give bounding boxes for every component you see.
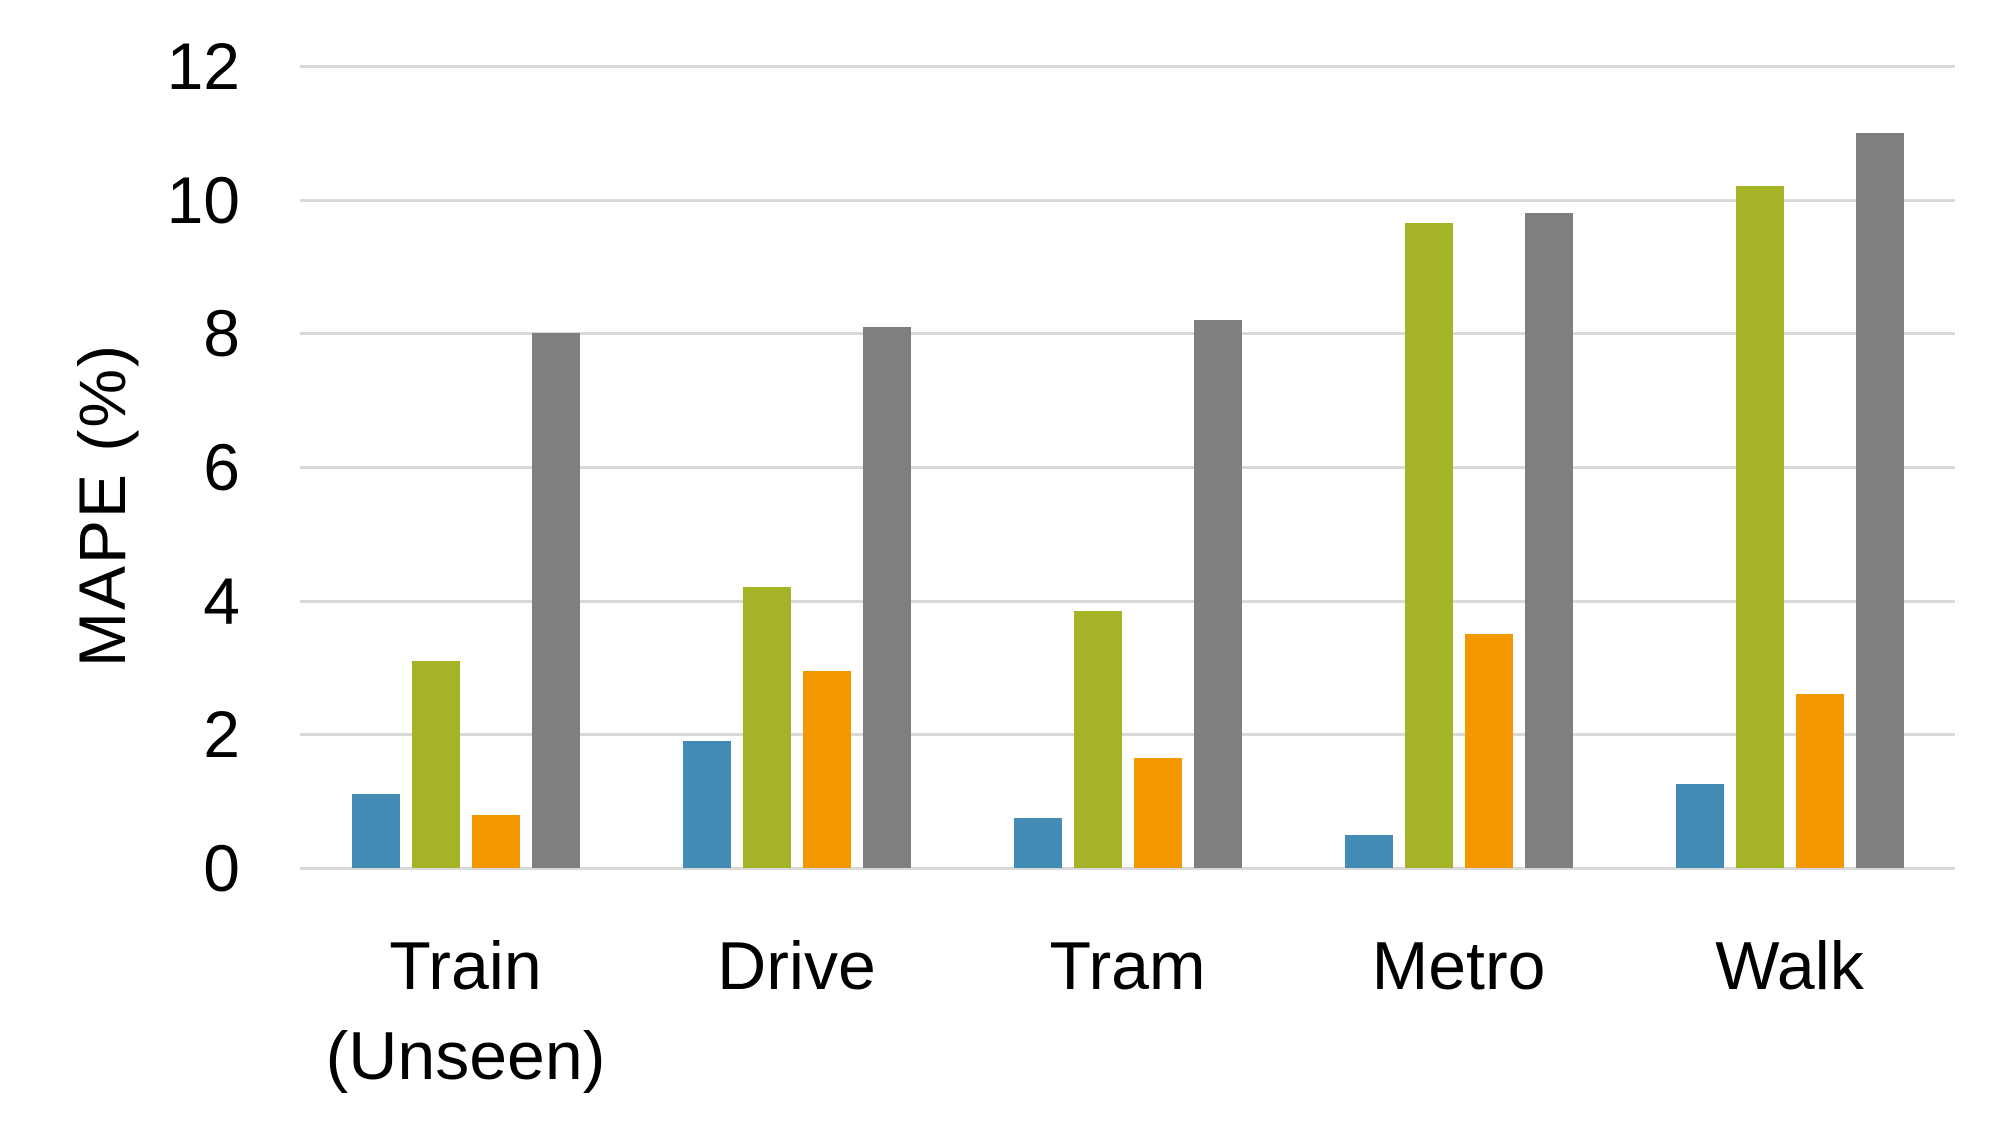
y-tick-label: 6 (203, 430, 240, 504)
y-tick-label: 0 (203, 831, 240, 905)
bar-drive-gray (862, 326, 911, 868)
x-axis-label: Train (Unseen) (325, 928, 606, 1094)
bar-metro-blue (1344, 834, 1393, 868)
bar-drive-blue (682, 741, 731, 868)
bar-tram-gray (1193, 319, 1242, 868)
x-axis-label: Tram (1049, 928, 1206, 1004)
gridline (300, 332, 1955, 336)
y-tick-label: 4 (203, 563, 240, 638)
bar-drive-green (742, 587, 791, 868)
y-tick-label: 2 (203, 697, 240, 772)
gridline (300, 599, 1955, 603)
y-tick-label: 10 (166, 162, 240, 237)
bar-walk-blue (1675, 784, 1724, 868)
bar-train-gray (531, 333, 580, 868)
bar-metro-gray (1524, 213, 1573, 868)
x-axis-label: Metro (1371, 928, 1546, 1004)
bar-tram-blue (1013, 817, 1062, 868)
x-axis-label: Walk (1715, 928, 1864, 1004)
gridline (300, 466, 1955, 469)
bar-tram-green (1073, 610, 1122, 868)
bar-train-blue (351, 794, 400, 868)
gridline (300, 733, 1955, 737)
bar-walk-orange (1795, 694, 1844, 868)
bar-train-orange (471, 814, 520, 868)
plot-area (300, 65, 1955, 870)
gridline (300, 198, 1955, 202)
x-axis-label: Drive (717, 928, 876, 1004)
y-tick-label: 12 (166, 29, 240, 103)
bar-metro-green (1404, 223, 1453, 868)
bar-metro-orange (1464, 634, 1513, 868)
y-tick-label: 8 (203, 296, 240, 371)
gridline (300, 867, 1955, 870)
gridline (300, 65, 1955, 68)
bar-walk-green (1735, 186, 1784, 868)
bar-drive-orange (802, 670, 851, 868)
bar-walk-gray (1855, 132, 1904, 868)
bar-train-green (411, 660, 460, 868)
bar-tram-orange (1133, 757, 1182, 868)
